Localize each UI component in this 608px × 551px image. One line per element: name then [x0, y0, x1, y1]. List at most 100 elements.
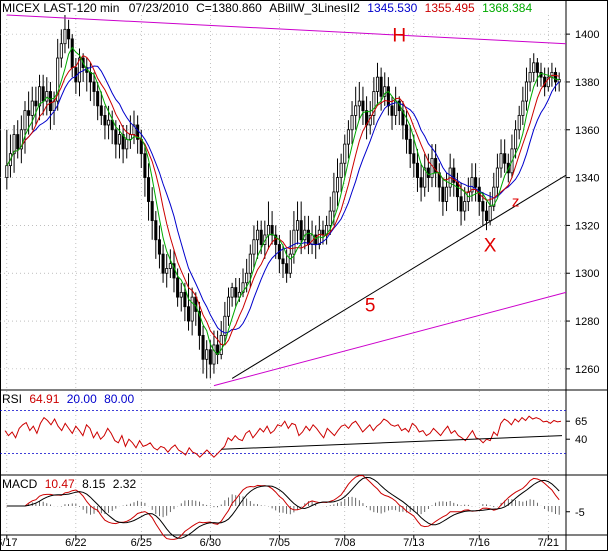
price-tick-label: 1320 — [575, 220, 599, 232]
candle-body — [343, 143, 347, 164]
candle-body — [190, 296, 194, 322]
candle-body — [88, 71, 92, 83]
candle-body — [107, 119, 111, 126]
candle-body — [423, 167, 427, 188]
annotation-h: H — [392, 25, 406, 46]
rsi-lower: 20.00 — [66, 392, 97, 406]
candle-body — [375, 76, 380, 92]
trendline-black — [231, 174, 567, 379]
candle-body — [296, 220, 300, 231]
line1-value: 1345.530 — [367, 1, 418, 15]
candle-body — [183, 291, 187, 308]
annotation-5: 5 — [365, 295, 376, 316]
ma-blue-line — [6, 65, 560, 334]
candle-body — [335, 177, 340, 193]
candle-body — [179, 291, 183, 298]
date-tick-label: 6/25 — [131, 537, 152, 549]
ma-green-line — [6, 46, 560, 356]
candle-body — [27, 110, 31, 116]
macd-label: MACD — [2, 477, 38, 491]
price-tick-label: 1280 — [575, 316, 599, 328]
candle-body — [77, 57, 82, 83]
candle-body — [41, 86, 45, 102]
candle-body — [306, 229, 310, 245]
candle-body — [379, 76, 383, 97]
candle-body — [321, 229, 325, 236]
candle-body — [354, 105, 358, 116]
candle-body — [168, 263, 172, 269]
trendline-magenta — [6, 14, 567, 45]
candle-body — [524, 81, 529, 102]
candle-body — [332, 191, 336, 212]
candle-body — [554, 71, 558, 83]
candle-body — [383, 86, 387, 97]
study-label: ABillW_3LinesII2 — [269, 1, 360, 15]
candle-body — [252, 239, 256, 255]
candle-body — [455, 181, 459, 198]
candle-body — [361, 100, 365, 112]
candle-body — [59, 43, 63, 59]
candle-body — [390, 105, 394, 116]
date-tick-label: 7/13 — [403, 537, 424, 549]
candle-body — [223, 315, 227, 336]
price-tick-label: 1400 — [575, 29, 599, 41]
candle-body — [161, 253, 165, 274]
macd-v3: 2.32 — [112, 477, 137, 491]
candle-body — [12, 134, 16, 155]
rsi-line — [4, 415, 562, 458]
candle-body — [372, 91, 376, 116]
candle-body — [37, 86, 42, 107]
candle-body — [157, 239, 161, 255]
trendline-magenta — [213, 291, 567, 387]
candle-body — [346, 129, 350, 145]
chart-header: MICEX LAST-120 min 07/23/2010 C=1380.860… — [2, 1, 532, 15]
candle-body — [528, 71, 532, 83]
candle-body — [484, 210, 489, 222]
candle-body — [285, 263, 289, 274]
candle-body — [245, 272, 249, 284]
candle-body — [194, 296, 198, 312]
candle-body — [121, 134, 125, 150]
close-label: C=1380.860 — [196, 1, 262, 15]
candle-body — [234, 287, 238, 298]
candle-body — [248, 253, 252, 274]
candle-body — [19, 129, 23, 150]
candle-body — [299, 220, 303, 241]
candle-body — [147, 177, 151, 202]
macd-signal-line — [6, 476, 560, 539]
candle-body — [499, 153, 503, 169]
candle-body — [408, 138, 412, 155]
annotation-x: X — [484, 236, 497, 257]
candle-body — [415, 162, 419, 178]
candle-body — [99, 105, 103, 116]
price-tick-label: 1380 — [575, 77, 599, 89]
candle-body — [452, 167, 456, 183]
candle-body — [197, 311, 201, 336]
candle-body — [430, 158, 434, 178]
date-tick-label: 7/21 — [538, 537, 559, 549]
candle-body — [419, 177, 423, 188]
macd-v1: 10.47 — [44, 477, 75, 491]
candle-body — [212, 344, 216, 365]
candle-body — [328, 210, 332, 226]
date-tick-label: 7/05 — [269, 537, 290, 549]
candle-body — [230, 287, 234, 298]
candle-body — [535, 62, 539, 73]
date-tick-label: 6/22 — [65, 537, 86, 549]
rsi-upper: 80.00 — [104, 392, 135, 406]
candle-body — [521, 100, 525, 116]
rsi-value: 64.91 — [29, 392, 60, 406]
candle-body — [226, 296, 231, 317]
date-tick-label: 7/08 — [334, 537, 355, 549]
candle-body — [16, 134, 20, 150]
candle-body — [357, 100, 361, 107]
rsi-tick-label: 65 — [575, 416, 587, 428]
candle-body — [128, 134, 132, 140]
candle-body — [481, 201, 485, 212]
candle-body — [63, 28, 67, 45]
candle-body — [488, 205, 492, 222]
candle-body — [517, 115, 521, 131]
rsi-legend: RSI 64.91 20.00 80.00 — [2, 392, 134, 406]
candle-body — [56, 57, 60, 102]
